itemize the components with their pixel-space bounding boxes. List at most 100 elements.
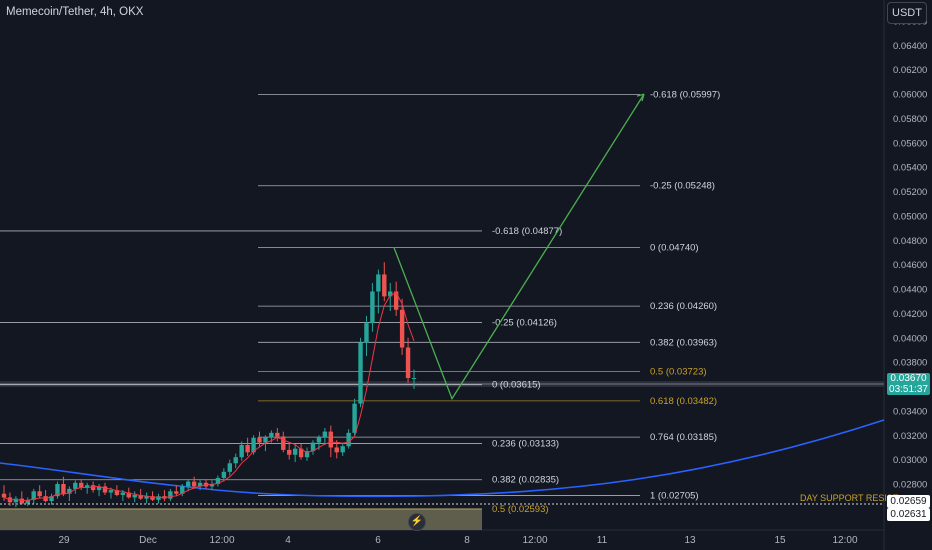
x-tick-label: 11: [597, 535, 608, 546]
candle-body: [376, 274, 381, 292]
candle-body: [79, 482, 84, 488]
candle-body: [346, 432, 351, 447]
y-tick-label: 0.05400: [893, 163, 927, 174]
x-tick-label: 4: [285, 535, 291, 546]
candle-body: [114, 490, 120, 495]
fib-level-label: -0.618 (0.04877): [492, 226, 562, 237]
candle-body: [1, 493, 7, 498]
candle-body: [191, 481, 197, 487]
candle-body: [239, 445, 244, 458]
x-tick-label: 6: [375, 535, 381, 546]
candle-body: [322, 431, 328, 438]
x-tick-label: Dec: [139, 535, 157, 546]
candle-body: [399, 309, 405, 348]
fib-level-label: -0.618 (0.05997): [650, 89, 720, 100]
bar-countdown: 03:51:37: [889, 384, 928, 395]
y-tick-label: 0.03800: [893, 358, 927, 369]
candle-body: [168, 491, 173, 499]
candle-body: [150, 496, 155, 500]
candle-body: [215, 477, 221, 484]
candle-body: [245, 445, 250, 453]
fib-level-label: 0.5 (0.02593): [492, 504, 549, 515]
candle-body: [37, 491, 42, 497]
candle-body: [209, 484, 215, 487]
trend-curve: [0, 419, 885, 498]
candle-body: [156, 496, 161, 500]
y-tick-label: 0.04600: [893, 260, 927, 271]
x-tick-label: 29: [58, 535, 70, 546]
candle-body: [275, 432, 280, 437]
y-tick-label: 0.06200: [893, 65, 927, 76]
projection-arrowhead: [636, 93, 645, 102]
candle-body: [233, 457, 238, 464]
fib-level-label: 0.236 (0.03133): [492, 438, 559, 449]
fib-level-label: -0.25 (0.04126): [492, 317, 557, 328]
y-tick-label: 0.06000: [893, 90, 927, 101]
projection-path: [393, 93, 645, 401]
lightning-icon[interactable]: ⚡: [408, 513, 426, 531]
y-tick-label: 0.04200: [893, 309, 927, 320]
candle-body: [298, 448, 304, 458]
y-tick-label: 0.05600: [893, 138, 927, 149]
candle-body: [73, 482, 78, 489]
fib-level-label: 0.5 (0.03723): [650, 367, 707, 378]
candle-body: [31, 491, 36, 500]
candle-body: [287, 449, 292, 455]
x-tick-label: 8: [464, 535, 470, 546]
y-tick-label: 0.03000: [893, 455, 927, 466]
level-tag-b: 0.02631: [887, 508, 930, 521]
candle-body: [144, 496, 149, 499]
support-label: DAY SUPPORT RESIST: [800, 493, 899, 503]
candle-body: [138, 494, 143, 499]
fib-level-label: 1 (0.02705): [650, 491, 699, 502]
candle-body: [352, 403, 357, 433]
candle-body: [132, 494, 137, 498]
candle-body: [334, 447, 339, 453]
y-tick-label: 0.04400: [893, 285, 927, 296]
candle-body: [120, 492, 126, 495]
candle-body: [304, 451, 310, 458]
candle-body: [13, 498, 19, 503]
candle-body: [55, 484, 60, 497]
y-tick-label: 0.05000: [893, 211, 927, 222]
candle-body: [388, 291, 393, 297]
candle-body: [96, 486, 102, 491]
candle-body: [180, 486, 185, 494]
candle-body: [382, 274, 387, 297]
candle-body: [364, 323, 369, 343]
candle-body: [19, 498, 25, 504]
candle-body: [227, 463, 232, 472]
candle-body: [67, 488, 72, 494]
y-tick-label: 0.04800: [893, 236, 927, 247]
support-zone: [0, 508, 482, 530]
y-tick-label: 0.05800: [893, 114, 927, 125]
candle-body: [197, 482, 203, 487]
candle-body: [340, 446, 345, 453]
symbol-title[interactable]: Memecoin/Tether, 4h, OKX: [6, 6, 144, 18]
candle-body: [269, 432, 274, 438]
fib-level-label: -0.25 (0.05248): [650, 181, 715, 192]
candle-body: [411, 377, 417, 379]
fib-level-label: 0.618 (0.03482): [650, 396, 717, 407]
candle-body: [405, 347, 411, 378]
candle-body: [328, 431, 334, 448]
y-tick-label: 0.04000: [893, 333, 927, 344]
candle-body: [108, 490, 114, 493]
candle-body: [257, 437, 262, 443]
fib-level-label: 0.764 (0.03185): [650, 432, 717, 443]
candle-body: [292, 448, 298, 455]
candle-body: [186, 481, 191, 487]
last-price-value: 0.03670: [890, 373, 927, 384]
last-price-tag: 0.03670 03:51:37: [887, 373, 930, 395]
y-tick-label: 0.03400: [893, 406, 927, 417]
fib-level-label: 0 (0.03615): [492, 380, 541, 391]
level-tag-a: 0.02659: [887, 495, 930, 508]
x-tick-label: 12:00: [522, 535, 547, 546]
currency-button[interactable]: USDT: [887, 2, 927, 24]
candle-body: [90, 485, 96, 491]
fib-level-label: 0 (0.04740): [650, 243, 699, 254]
candle-body: [174, 491, 179, 494]
x-tick-label: 12:00: [832, 535, 857, 546]
